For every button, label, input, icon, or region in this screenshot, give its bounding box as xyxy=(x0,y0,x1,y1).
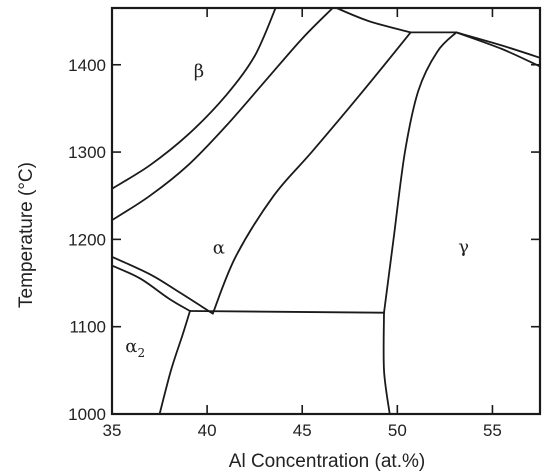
phase-label-0: β xyxy=(194,61,204,82)
phase-label-1: α xyxy=(213,237,225,258)
phase-label-subscript: 2 xyxy=(137,346,145,360)
phase-boundary-gamma-upper xyxy=(383,31,458,314)
y-tick-label: 1200 xyxy=(68,230,106,249)
phase-boundary-alpha2-boundary xyxy=(158,310,191,415)
axes: 35 40 45 50 55 1000 1100 1200 1300 1400 xyxy=(68,6,542,440)
phase-boundary-alpha-lower xyxy=(211,31,412,315)
plot-frame xyxy=(110,6,542,416)
phase-boundary-alpha-a2-lower xyxy=(111,264,191,312)
x-tick-label: 40 xyxy=(198,421,217,440)
y-tick-label: 1100 xyxy=(69,318,106,337)
y-axis-title: Temperature (°C) xyxy=(16,162,37,308)
x-tick-label: 35 xyxy=(103,421,122,440)
phase-boundary-gamma-lower xyxy=(382,311,391,415)
x-tick-label: 45 xyxy=(293,421,312,440)
phase-label-2: γ xyxy=(458,237,469,258)
phase-boundary-top-left xyxy=(335,7,412,34)
phase-boundary-eutectoid xyxy=(189,310,385,314)
x-tick-label: 55 xyxy=(483,421,502,440)
y-tick-label: 1000 xyxy=(68,405,106,424)
phase-boundary-alpha-a2-upper xyxy=(111,255,214,315)
phase-boundary-beta-lower xyxy=(111,7,334,222)
x-axis-title: Al Concentration (at.%) xyxy=(229,451,425,472)
phase-boundary-beta-upper xyxy=(111,7,277,190)
x-tick-label: 50 xyxy=(388,421,407,440)
phase-boundary-top-right-b xyxy=(455,31,541,68)
phase-label-3: α2 xyxy=(125,336,145,360)
y-tick-label: 1400 xyxy=(68,56,106,75)
plot-area: β α γ α2 xyxy=(111,7,541,415)
y-tick-label: 1300 xyxy=(68,143,106,162)
